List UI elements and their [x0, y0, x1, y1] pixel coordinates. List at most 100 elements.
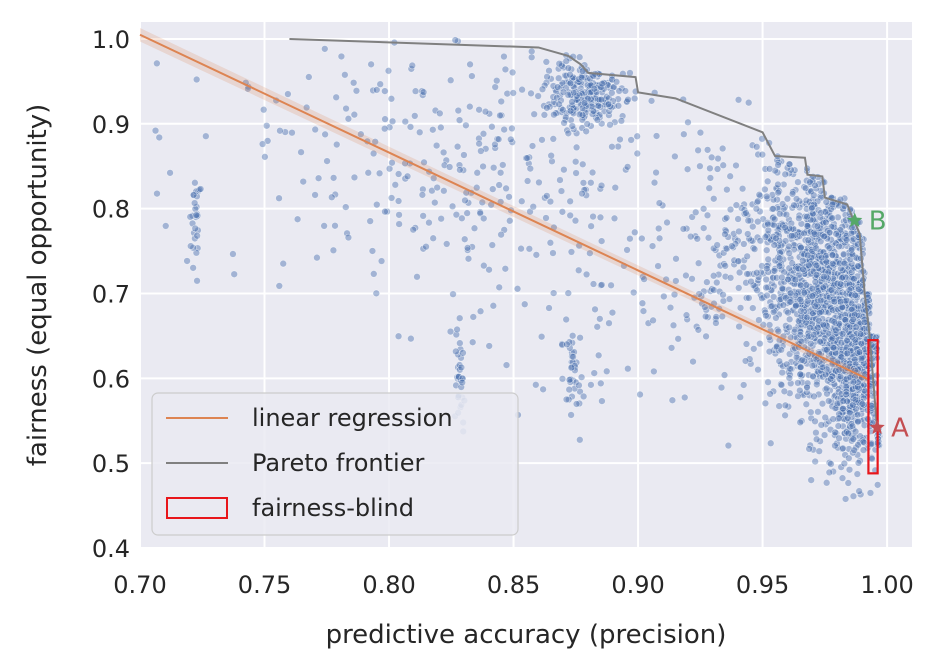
scatter-point [786, 289, 795, 297]
scatter-point [579, 179, 588, 187]
scatter-point [794, 178, 802, 186]
scatter-point [549, 289, 558, 297]
scatter-point [720, 371, 729, 379]
scatter-point [429, 234, 437, 242]
scatter-point [684, 118, 692, 127]
legend: linear regression Pareto frontier fairness… [151, 392, 519, 536]
scatter-point [432, 141, 441, 150]
scatter-point [721, 230, 729, 238]
scatter-point [589, 280, 598, 288]
scatter-point [350, 173, 359, 182]
scatter-point [774, 346, 783, 355]
scatter-point [655, 234, 664, 243]
scatter-point [425, 218, 433, 227]
scatter-point [624, 95, 632, 104]
scatter-point [809, 330, 818, 339]
scatter-point [739, 263, 748, 272]
scatter-point [761, 399, 770, 408]
scatter-point [375, 169, 384, 177]
scatter-point [499, 161, 507, 169]
scatter-point [497, 230, 505, 239]
scatter-point [814, 390, 823, 399]
scatter-point [735, 284, 743, 292]
scatter-point [342, 104, 350, 113]
scatter-point [593, 116, 602, 124]
scatter-point [709, 272, 718, 280]
scatter-point [598, 79, 606, 88]
scatter-point [538, 136, 546, 144]
scatter-point [717, 383, 726, 392]
scatter-point [710, 195, 718, 203]
scatter-point [809, 372, 817, 380]
scatter-point [835, 434, 843, 442]
scatter-point [193, 277, 201, 285]
scatter-point [488, 241, 496, 249]
scatter-point [788, 232, 796, 240]
scatter-point [604, 100, 613, 109]
scatter-point [813, 222, 822, 230]
scatter-point [836, 334, 845, 342]
scatter-point [624, 364, 632, 373]
y-tick-label: 0.9 [92, 111, 130, 139]
scatter-point [608, 143, 616, 151]
scatter-point [694, 146, 702, 155]
scatter-point [796, 386, 804, 395]
scatter-point [812, 261, 821, 270]
scatter-point [323, 157, 331, 165]
scatter-point [778, 284, 786, 293]
scatter-point [743, 252, 751, 261]
scatter-point [807, 408, 815, 416]
scatter-point [394, 332, 403, 340]
scatter-point [756, 236, 764, 245]
scatter-point [576, 436, 584, 444]
scatter-point [344, 115, 353, 123]
scatter-point [491, 83, 499, 91]
scatter-point [821, 413, 829, 422]
scatter-point [811, 278, 820, 286]
scatter-point [454, 106, 463, 115]
scatter-point [453, 142, 462, 151]
scatter-point [328, 193, 336, 201]
scatter-point [783, 195, 792, 203]
scatter-point [655, 199, 664, 207]
scatter-point [764, 378, 772, 386]
scatter-point [721, 262, 729, 270]
scatter-point [588, 168, 597, 177]
scatter-point [732, 161, 740, 170]
scatter-point [191, 224, 199, 233]
scatter-point [275, 194, 283, 202]
scatter-point [812, 428, 820, 437]
scatter-point [788, 190, 797, 198]
scatter-point [259, 105, 268, 114]
scatter-point [663, 218, 671, 227]
scatter-point [394, 197, 403, 205]
scatter-point [332, 93, 340, 101]
scatter-point [606, 121, 614, 129]
scatter-point [758, 150, 767, 159]
scatter-point [803, 213, 811, 221]
scatter-point [448, 202, 457, 211]
y-tick-label: 0.8 [92, 196, 130, 224]
scatter-point [722, 214, 731, 222]
scatter-point [839, 405, 847, 413]
scatter-point [192, 211, 200, 219]
scatter-point [566, 197, 574, 206]
scatter-point [564, 289, 572, 297]
scatter-point [349, 79, 358, 87]
scatter-point [183, 257, 191, 265]
scatter-point [851, 396, 860, 404]
scatter-point [819, 283, 827, 292]
scatter-point [852, 323, 860, 331]
scatter-point [821, 385, 830, 394]
scatter-point [542, 58, 551, 66]
scatter-point [500, 52, 508, 61]
scatter-point [754, 365, 762, 374]
scatter-point [518, 85, 526, 94]
scatter-point [381, 115, 389, 123]
scatter-point [679, 225, 688, 233]
scatter-point [851, 291, 859, 300]
scatter-point [830, 297, 839, 306]
scatter-point [576, 334, 584, 342]
scatter-point [633, 132, 641, 140]
scatter-point [596, 315, 604, 323]
